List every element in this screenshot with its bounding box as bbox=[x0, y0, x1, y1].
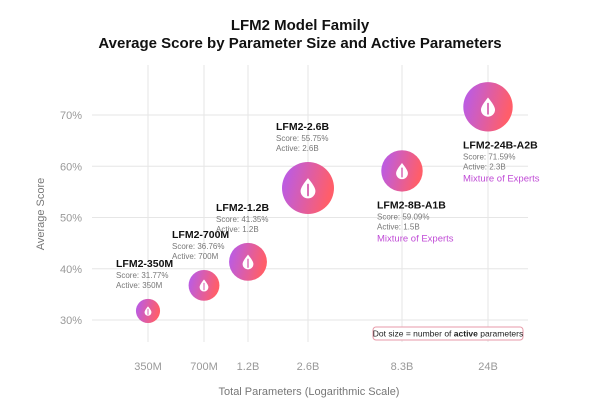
x-tick-label: 24B bbox=[478, 361, 498, 373]
point-score: Score: 59.09% bbox=[377, 213, 429, 222]
point-name: LFM2-24B-A2B bbox=[463, 140, 538, 152]
bubble-point bbox=[188, 269, 220, 301]
point-score: Score: 36.76% bbox=[172, 242, 224, 251]
point-name: LFM2-2.6B bbox=[276, 121, 330, 133]
y-tick-label: 30% bbox=[60, 315, 82, 327]
y-tick-label: 50% bbox=[60, 213, 82, 225]
point-active: Active: 1.2B bbox=[216, 225, 259, 234]
bubble-point bbox=[229, 242, 267, 281]
x-tick-label: 1.2B bbox=[237, 361, 260, 373]
point-score: Score: 71.59% bbox=[463, 153, 515, 162]
point-score: Score: 31.77% bbox=[116, 271, 168, 280]
point-score: Score: 55.75% bbox=[276, 134, 328, 143]
point-note: Mixture of Experts bbox=[463, 174, 540, 185]
point-active: Active: 700M bbox=[172, 252, 219, 261]
point-note: Mixture of Experts bbox=[377, 234, 454, 245]
x-tick-label: 8.3B bbox=[391, 361, 414, 373]
y-tick-label: 40% bbox=[60, 264, 82, 276]
point-name: LFM2-700M bbox=[172, 229, 229, 241]
x-tick-label: 700M bbox=[190, 361, 218, 373]
point-name: LFM2-8B-A1B bbox=[377, 200, 446, 212]
bubble-point bbox=[135, 298, 161, 324]
bubble-point bbox=[463, 82, 513, 132]
bubble-point bbox=[381, 150, 423, 192]
y-tick-label: 70% bbox=[60, 110, 82, 122]
y-tick-label: 60% bbox=[60, 161, 82, 173]
bubble-point bbox=[282, 162, 334, 215]
point-active: Active: 2.3B bbox=[463, 163, 506, 172]
legend-note-prefix: Dot size = number of bbox=[373, 329, 454, 339]
x-tick-label: 2.6B bbox=[297, 361, 320, 373]
x-tick-label: 350M bbox=[134, 361, 162, 373]
chart-title: LFM2 Model Family bbox=[230, 17, 370, 34]
point-name: LFM2-1.2B bbox=[216, 202, 270, 214]
legend-note-bold: active bbox=[454, 329, 478, 339]
point-name: LFM2-350M bbox=[116, 258, 173, 270]
legend-note-suffix: parameters bbox=[478, 329, 523, 339]
x-axis-label: Total Parameters (Logarithmic Scale) bbox=[219, 386, 400, 398]
point-active: Active: 350M bbox=[116, 281, 163, 290]
point-active: Active: 2.6B bbox=[276, 144, 319, 153]
chart-subtitle: Average Score by Parameter Size and Acti… bbox=[98, 35, 502, 52]
size-legend-note: Dot size = number of active parameters bbox=[372, 326, 524, 341]
point-score: Score: 41.35% bbox=[216, 215, 268, 224]
svg-text:Dot size = number of active pa: Dot size = number of active parameters bbox=[373, 329, 524, 339]
y-axis-label: Average Score bbox=[35, 178, 47, 251]
point-active: Active: 1.5B bbox=[377, 223, 420, 232]
